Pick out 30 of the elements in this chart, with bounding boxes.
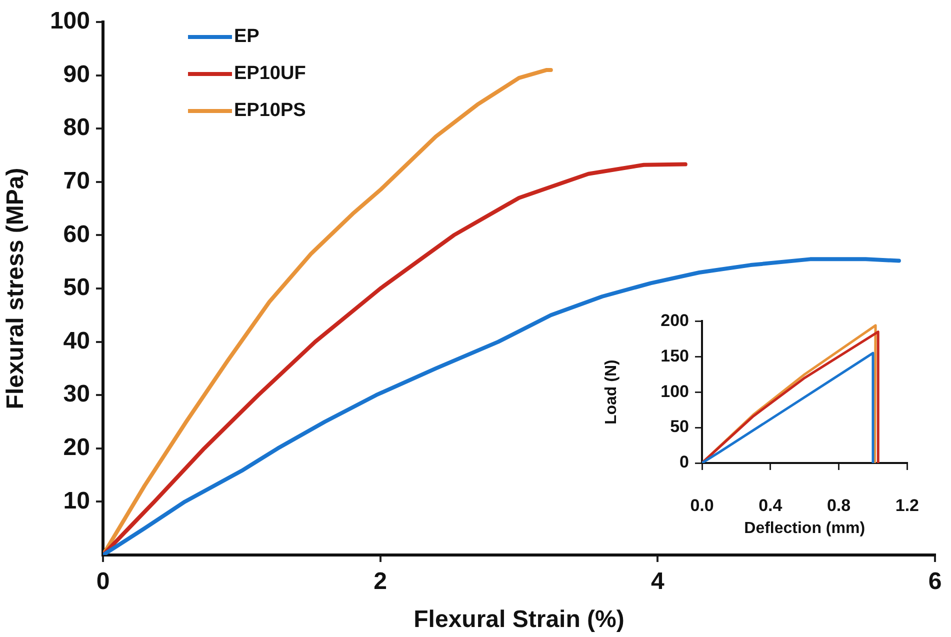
y-axis-title: Load (N) <box>603 360 620 425</box>
x-tick-label: 0.4 <box>758 496 783 515</box>
y-tick-label: 50 <box>63 274 90 302</box>
y-tick-label: 60 <box>63 220 90 248</box>
legend-label: EP10UF <box>234 62 306 84</box>
y-tick-label: 20 <box>63 434 90 462</box>
y-tick-label: 90 <box>63 60 90 88</box>
y-tick-label: 50 <box>670 417 689 436</box>
x-tick-label: 0.8 <box>826 496 851 515</box>
y-tick-label: 30 <box>63 380 90 408</box>
x-tick-label: 0 <box>96 568 110 596</box>
legend-label: EP <box>234 26 260 48</box>
y-tick-label: 200 <box>660 310 689 330</box>
legend-label: EP10PS <box>234 100 306 122</box>
x-axis-title: Flexural Strain (%) <box>414 606 624 634</box>
x-tick-label: 2 <box>374 568 388 596</box>
y-tick-label: 70 <box>63 168 90 195</box>
y-tick-label: 0 <box>680 452 689 472</box>
x-axis-title: Deflection (mm) <box>744 520 866 537</box>
y-tick-label: 100 <box>660 382 689 401</box>
y-tick-label: 40 <box>63 327 90 354</box>
y-tick-label: 100 <box>50 8 90 35</box>
x-tick-label: 0.0 <box>690 496 714 515</box>
y-axis-title: Flexural stress (MPa) <box>2 168 30 410</box>
x-tick-label: 4 <box>650 568 665 596</box>
x-tick-label: 1.2 <box>895 496 920 515</box>
x-tick-label: 6 <box>928 568 942 596</box>
y-tick-label: 150 <box>660 346 689 366</box>
y-tick-label: 10 <box>63 487 90 514</box>
y-tick-label: 80 <box>63 114 90 142</box>
